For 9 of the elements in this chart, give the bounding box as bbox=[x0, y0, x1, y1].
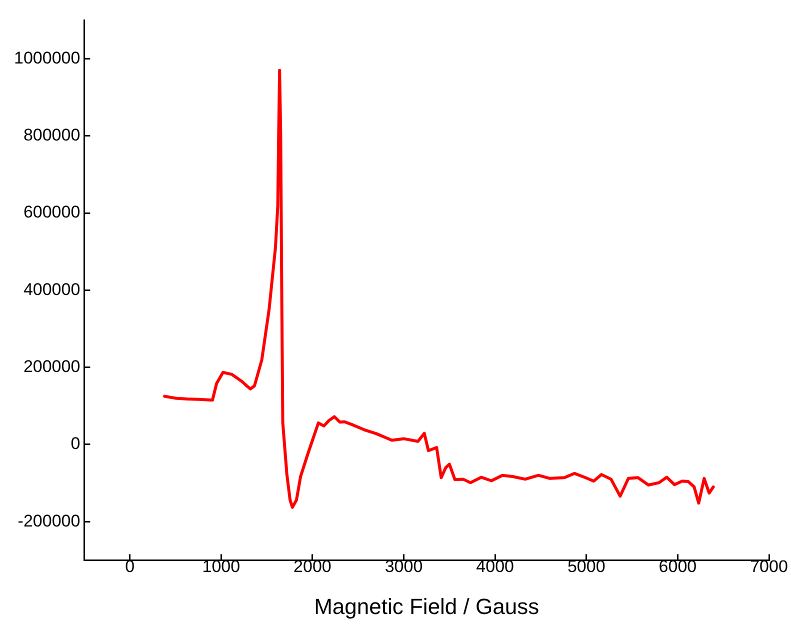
y-tick-label: -200000 bbox=[18, 511, 80, 530]
y-tick-label: 0 bbox=[70, 434, 80, 454]
y-tick-label: 800000 bbox=[23, 126, 80, 145]
x-axis-title: Magnetic Field / Gauss bbox=[314, 594, 540, 619]
y-tick-label: 400000 bbox=[23, 280, 80, 299]
x-tick-label: 7000 bbox=[750, 557, 788, 576]
y-tick-label: 1000000 bbox=[14, 48, 80, 68]
y-tick-label: 600000 bbox=[23, 202, 80, 222]
y-tick-label: 200000 bbox=[23, 357, 80, 376]
